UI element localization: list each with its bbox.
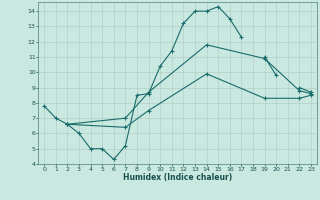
X-axis label: Humidex (Indice chaleur): Humidex (Indice chaleur)	[123, 173, 232, 182]
